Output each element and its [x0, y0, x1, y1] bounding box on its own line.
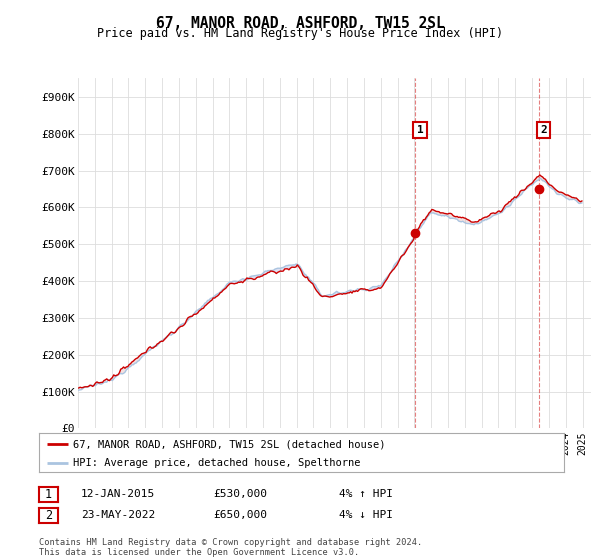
- Text: Price paid vs. HM Land Registry's House Price Index (HPI): Price paid vs. HM Land Registry's House …: [97, 27, 503, 40]
- Text: 4% ↑ HPI: 4% ↑ HPI: [339, 489, 393, 499]
- Text: Contains HM Land Registry data © Crown copyright and database right 2024.
This d: Contains HM Land Registry data © Crown c…: [39, 538, 422, 557]
- Text: £530,000: £530,000: [213, 489, 267, 499]
- Text: 23-MAY-2022: 23-MAY-2022: [81, 510, 155, 520]
- Text: 12-JAN-2015: 12-JAN-2015: [81, 489, 155, 499]
- Text: 2: 2: [541, 125, 547, 135]
- Text: 67, MANOR ROAD, ASHFORD, TW15 2SL (detached house): 67, MANOR ROAD, ASHFORD, TW15 2SL (detac…: [73, 439, 386, 449]
- Text: 1: 1: [417, 125, 424, 135]
- Text: 1: 1: [45, 488, 52, 501]
- Text: 4% ↓ HPI: 4% ↓ HPI: [339, 510, 393, 520]
- Text: HPI: Average price, detached house, Spelthorne: HPI: Average price, detached house, Spel…: [73, 458, 361, 468]
- Text: 67, MANOR ROAD, ASHFORD, TW15 2SL: 67, MANOR ROAD, ASHFORD, TW15 2SL: [155, 16, 445, 31]
- Text: £650,000: £650,000: [213, 510, 267, 520]
- Text: 2: 2: [45, 509, 52, 522]
